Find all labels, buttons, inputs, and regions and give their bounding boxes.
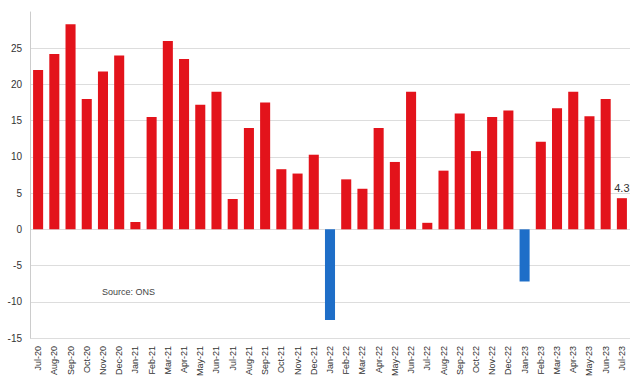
svg-text:Apr-21: Apr-21 [179,346,189,373]
svg-text:Jul-23: Jul-23 [617,346,627,371]
svg-text:15: 15 [11,115,23,126]
svg-text:4.3: 4.3 [614,182,629,194]
svg-text:May-21: May-21 [195,346,205,376]
svg-text:20: 20 [11,79,23,90]
svg-text:Jan-22: Jan-22 [325,346,335,374]
svg-text:Oct-21: Oct-21 [276,346,286,373]
svg-text:Dec-21: Dec-21 [309,346,319,375]
svg-text:Sep-22: Sep-22 [455,346,465,375]
svg-text:Aug-21: Aug-21 [244,346,254,375]
svg-text:Jul-21: Jul-21 [228,346,238,371]
svg-text:Mar-23: Mar-23 [552,346,562,375]
svg-text:Feb-21: Feb-21 [147,346,157,375]
svg-text:May-23: May-23 [584,346,594,376]
svg-text:Jul-22: Jul-22 [422,346,432,371]
svg-text:5: 5 [16,188,22,199]
svg-text:25: 25 [11,43,23,54]
svg-text:Jan-21: Jan-21 [130,346,140,374]
svg-text:Jun-23: Jun-23 [601,346,611,374]
svg-text:Jul-20: Jul-20 [33,346,43,371]
svg-text:Source: ONS: Source: ONS [102,287,155,297]
svg-text:Sep-21: Sep-21 [260,346,270,375]
svg-text:Apr-23: Apr-23 [568,346,578,373]
svg-text:0: 0 [16,224,22,235]
svg-text:Aug-22: Aug-22 [439,346,449,375]
svg-text:Mar-22: Mar-22 [357,346,367,375]
svg-text:Feb-23: Feb-23 [536,346,546,375]
svg-text:Dec-20: Dec-20 [114,346,124,375]
svg-text:Oct-20: Oct-20 [82,346,92,373]
svg-text:Nov-22: Nov-22 [487,346,497,375]
svg-text:May-22: May-22 [390,346,400,376]
svg-text:Oct-22: Oct-22 [471,346,481,373]
svg-text:Mar-21: Mar-21 [163,346,173,375]
svg-text:Dec-22: Dec-22 [503,346,513,375]
svg-text:Apr-22: Apr-22 [374,346,384,373]
svg-text:-5: -5 [13,260,22,271]
svg-text:Jan-23: Jan-23 [520,346,530,374]
svg-text:Nov-20: Nov-20 [98,346,108,375]
svg-text:Nov-21: Nov-21 [293,346,303,375]
svg-text:-10: -10 [8,296,23,307]
svg-text:Jun-21: Jun-21 [211,346,221,374]
svg-text:Jun-22: Jun-22 [406,346,416,374]
svg-text:Feb-22: Feb-22 [341,346,351,375]
svg-text:Sep-20: Sep-20 [66,346,76,375]
svg-text:-15: -15 [8,333,23,344]
svg-text:10: 10 [11,151,23,162]
svg-text:Aug-20: Aug-20 [49,346,59,375]
